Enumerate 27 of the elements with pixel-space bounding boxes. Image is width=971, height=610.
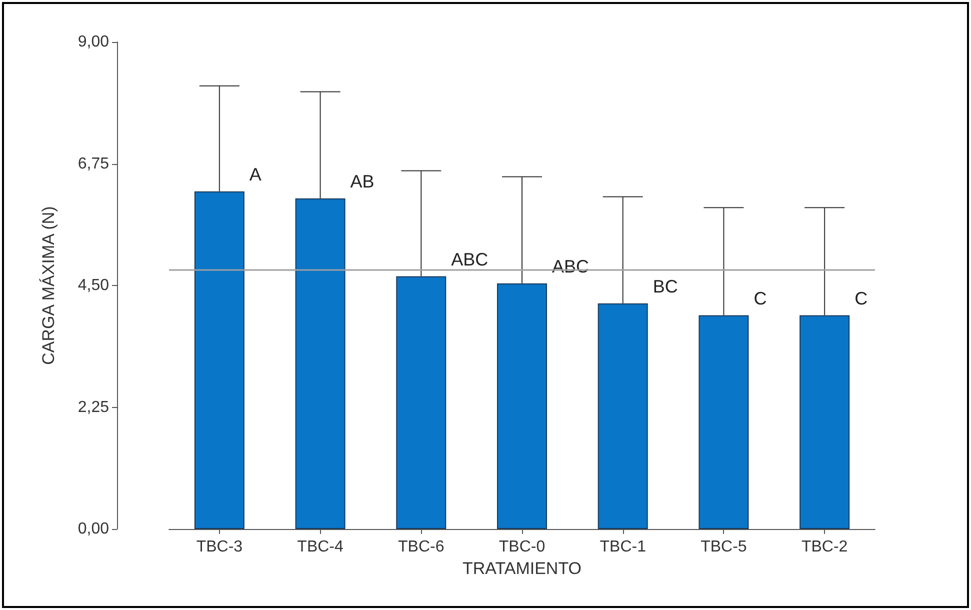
bar [598,303,648,529]
x-tick-label: TBC-5 [700,538,747,556]
annotation: C [854,288,868,308]
x-axis-title: TRATAMIENTO [462,558,582,578]
x-tick-label: TBC-3 [196,538,243,556]
annotation: A [249,164,262,184]
y-tick-label: 9,00 [78,34,110,50]
annotation: C [754,288,767,308]
bar [396,276,446,529]
annotation: BC [652,276,678,296]
x-tick-label: TBC-1 [600,538,646,556]
y-tick-label: 6,75 [78,155,110,172]
x-tick-label: TBC-2 [801,538,848,556]
annotation: AB [350,171,374,192]
x-tick-label: TBC-0 [498,538,546,556]
x-tick-label: TBC-4 [297,538,344,556]
annotation: ABC [451,249,488,270]
y-tick-label: 0,00 [78,520,110,538]
y-tick-label: 2,25 [78,398,110,416]
y-axis-title: CARGA MÁXIMA (N) [39,206,58,365]
bar [295,198,346,529]
x-tick-label: TBC-6 [398,538,444,556]
bar [800,315,850,529]
bar [698,315,749,529]
bar [497,283,547,529]
y-tick-label: 4,50 [78,277,110,294]
bar [194,191,244,529]
